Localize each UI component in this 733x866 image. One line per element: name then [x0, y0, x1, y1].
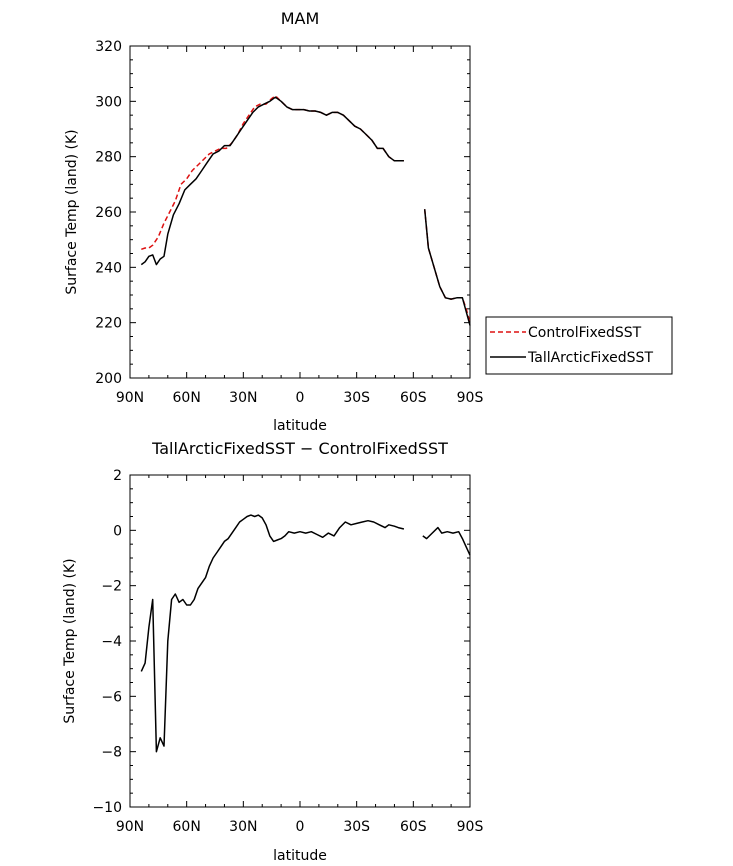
legend-label-control: ControlFixedSST: [528, 325, 642, 341]
x-tick-label: 30S: [343, 819, 370, 835]
y-tick-label: 320: [95, 39, 122, 55]
bottom-panel: TallArcticFixedSST − ControlFixedSST 90N…: [62, 439, 483, 864]
x-tick-label: 60S: [400, 390, 427, 406]
top-x-axis-title: latitude: [273, 418, 327, 434]
x-tick-label: 90S: [457, 819, 484, 835]
bottom-y-axis-title: Surface Temp (land) (K): [62, 558, 78, 723]
y-tick-label: 2: [113, 468, 122, 484]
y-tick-label: −10: [92, 800, 122, 816]
legend: ControlFixedSST TallArcticFixedSST: [485, 316, 673, 375]
x-tick-label: 90N: [116, 390, 144, 406]
series-line-tallarcticfixedsst-segment-1: [423, 209, 471, 326]
legend-label-tallarctic: TallArcticFixedSST: [527, 350, 653, 366]
y-tick-label: 280: [95, 150, 122, 166]
x-tick-label: 0: [296, 390, 305, 406]
y-tick-label: 240: [95, 260, 122, 276]
bottom-plot-frame: [129, 474, 471, 808]
legend-box: [485, 316, 673, 375]
top-plot-frame: [129, 45, 471, 379]
x-tick-label: 60N: [173, 819, 201, 835]
y-tick-label: 200: [95, 371, 122, 387]
y-tick-label: −4: [101, 634, 122, 650]
top-y-axis-title: Surface Temp (land) (K): [64, 129, 80, 294]
series-line-controlfixedsst-segment-0: [141, 95, 404, 251]
y-tick-label: 300: [95, 94, 122, 110]
top-plot-lines: [140, 95, 471, 326]
x-tick-label: 60S: [400, 819, 427, 835]
top-panel: MAM 90N 60N 30N 0 30S 60S 90S 200 220 240 260 280 30…: [64, 9, 483, 434]
x-tick-label: 30N: [229, 390, 257, 406]
top-axis-ticks: 90N 60N 30N 0 30S 60S 90S 200 220 240 260 280 300 320: [95, 39, 483, 406]
x-tick-label: 60N: [173, 390, 201, 406]
bottom-x-axis-title: latitude: [273, 848, 327, 864]
x-tick-label: 30N: [229, 819, 257, 835]
y-tick-label: −8: [101, 745, 122, 761]
bottom-axis-ticks: 90N 60N 30N 0 30S 60S 90S −10 −8 −6 −4 −2 0 2: [92, 468, 483, 835]
y-tick-label: 220: [95, 316, 122, 332]
bottom-plot-title: TallArcticFixedSST − ControlFixedSST: [151, 439, 448, 458]
y-tick-label: 260: [95, 205, 122, 221]
x-tick-label: 90S: [457, 390, 484, 406]
series-line-controlfixedsst-segment-1: [423, 209, 471, 323]
bottom-plot-lines: [140, 514, 471, 753]
series-line-difference-segment-1: [422, 526, 471, 556]
y-tick-label: 0: [113, 523, 122, 539]
y-tick-label: −6: [101, 689, 122, 705]
top-plot-title: MAM: [281, 9, 320, 28]
x-tick-label: 90N: [116, 819, 144, 835]
x-tick-label: 0: [296, 819, 305, 835]
y-tick-label: −2: [101, 579, 122, 595]
series-line-tallarcticfixedsst-segment-0: [140, 96, 404, 266]
x-tick-label: 30S: [343, 390, 370, 406]
series-line-difference-segment-0: [140, 514, 405, 753]
